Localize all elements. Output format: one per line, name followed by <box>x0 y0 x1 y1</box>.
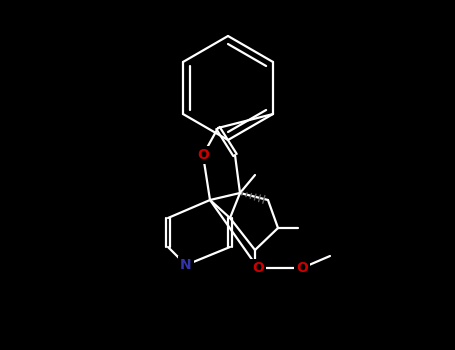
Text: O: O <box>252 261 264 275</box>
Text: O: O <box>296 261 308 275</box>
Text: O: O <box>197 148 209 162</box>
Text: N: N <box>180 258 192 272</box>
